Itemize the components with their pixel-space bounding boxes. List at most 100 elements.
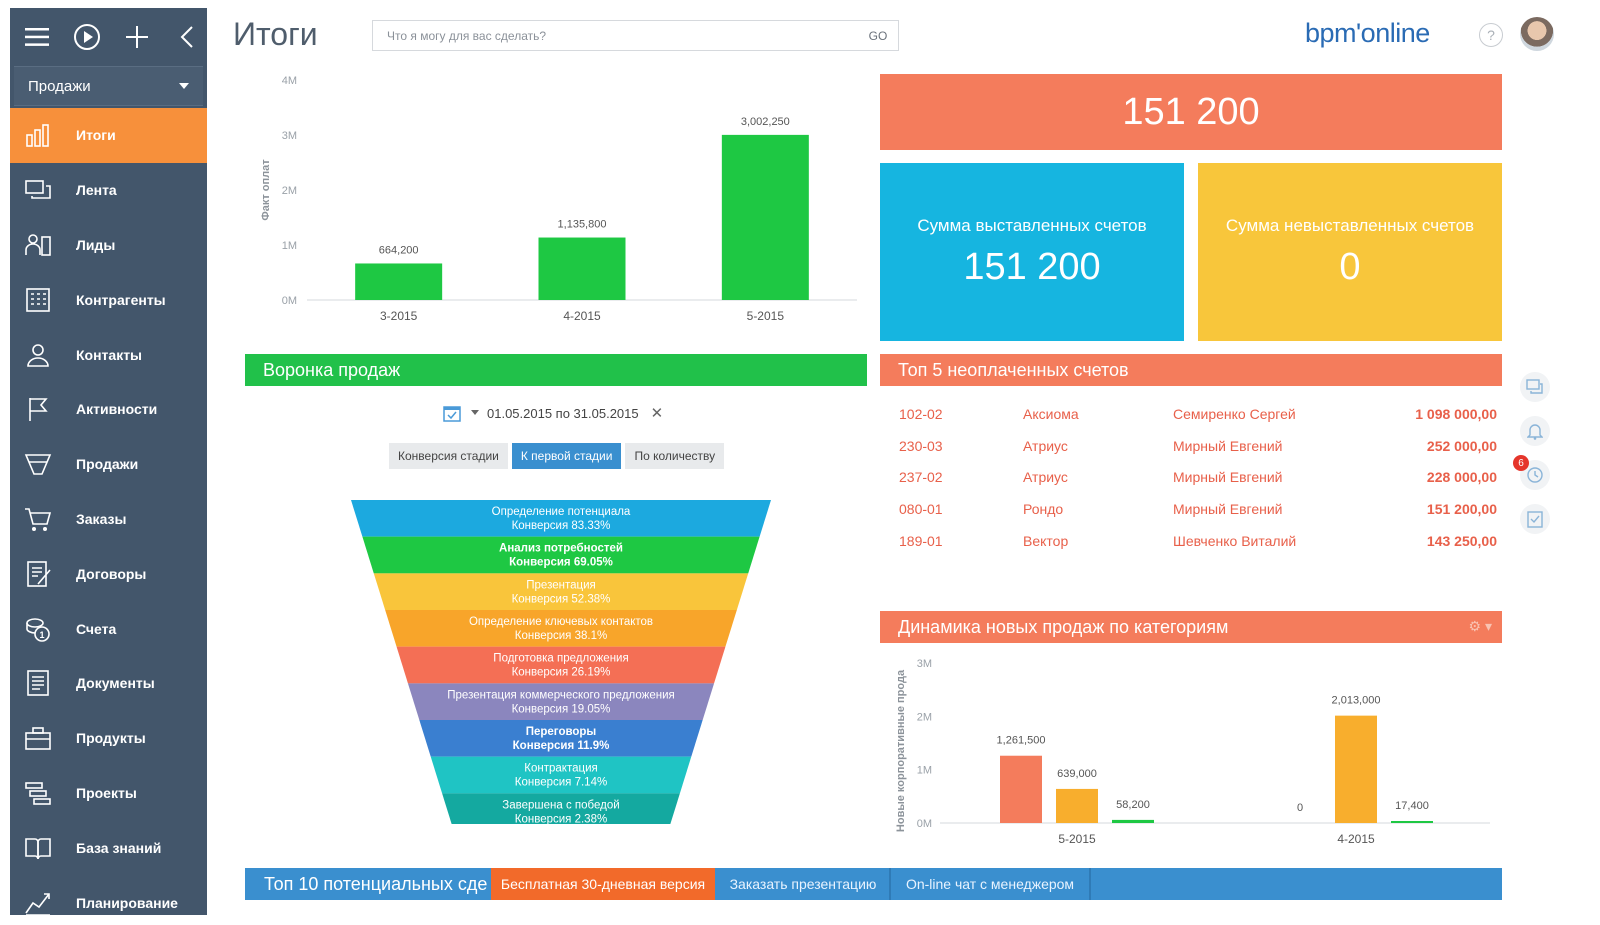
help-icon[interactable]: ?: [1479, 23, 1503, 47]
person-icon: [22, 339, 54, 371]
funnel-stage[interactable]: [362, 536, 760, 574]
y-tick-label: 2M: [917, 711, 932, 723]
coins-icon: 1: [22, 613, 54, 645]
free-trial-button[interactable]: Бесплатная 30-дневная версия: [491, 868, 715, 900]
logo: bpm'online: [1305, 18, 1430, 48]
funnel-stage[interactable]: [407, 683, 715, 720]
invoice-number-link[interactable]: 080-01: [899, 501, 943, 518]
funnel-stage-name: Подготовка предложения: [493, 653, 628, 665]
sidebar-item-12[interactable]: Проекты: [10, 766, 207, 821]
bar-chart-icon: [22, 119, 54, 151]
sidebar-item-14[interactable]: Планирование: [10, 875, 207, 915]
invoice-owner: Семиренко Сергей: [1173, 406, 1296, 422]
table-row[interactable]: 237-02 Атриус Мирный Евгений 228 000,00: [880, 469, 1502, 489]
y-tick-label: 3M: [917, 658, 932, 670]
sidebar-item-2[interactable]: Лиды: [10, 218, 207, 273]
order-presentation-button[interactable]: Заказать презентацию: [717, 868, 889, 900]
funnel-stage[interactable]: [385, 610, 737, 647]
lead-icon: [22, 229, 54, 261]
sales-dynamics-chart: 0M 1M 2M 3M Новые корпоративные прода 1,261,5…: [895, 658, 1490, 846]
invoice-number-link[interactable]: 189-01: [899, 532, 943, 549]
sidebar-item-6[interactable]: Продажи: [10, 437, 207, 492]
funnel-stage-name: Контрактация: [524, 763, 597, 775]
bar[interactable]: [1056, 788, 1098, 823]
table-row[interactable]: 102-02 Аксиома Семиренко Сергей 1 098 000,0…: [880, 406, 1502, 426]
search-go-button[interactable]: GO: [868, 28, 888, 43]
plus-icon[interactable]: [122, 22, 152, 52]
top5-unpaid-panel: Топ 5 неоплаченных счетов 102-02 Аксиома С…: [880, 354, 1502, 599]
y-tick-label: 2M: [282, 185, 297, 197]
search-input[interactable]: [373, 21, 858, 50]
online-chat-button[interactable]: On-line чат с менеджером: [891, 868, 1089, 900]
funnel-stage[interactable]: [351, 500, 771, 537]
avatar[interactable]: [1520, 17, 1554, 51]
bar[interactable]: [538, 237, 626, 300]
invoice-number-link[interactable]: 102-02: [899, 406, 943, 422]
table-row[interactable]: 080-01 Рондо Мирный Евгений 151 200,00: [880, 501, 1502, 521]
calendar-icon[interactable]: [443, 404, 463, 422]
tab-stage-conversion[interactable]: Конверсия стадии: [389, 443, 508, 469]
sidebar-item-1[interactable]: Лента: [10, 163, 207, 218]
gear-icon[interactable]: ⚙ ▾: [1468, 618, 1492, 634]
chat-icon[interactable]: [1520, 372, 1550, 402]
funnel-stage-name: Анализ потребностей: [499, 543, 623, 555]
funnel-chart: Определение потенциала Конверсия 83.33% Ан…: [351, 500, 771, 824]
sidebar-item-label: Продажи: [76, 456, 139, 473]
play-icon[interactable]: [72, 22, 102, 52]
funnel-stage[interactable]: [396, 646, 726, 684]
bar[interactable]: [1391, 821, 1433, 823]
kpi-total: 151 200: [880, 74, 1502, 150]
bar[interactable]: [1112, 819, 1154, 823]
funnel-stage-name: Презентация: [526, 579, 595, 591]
task-icon[interactable]: [1520, 504, 1550, 534]
sidebar-item-10[interactable]: Документы: [10, 656, 207, 711]
planning-icon: [22, 887, 54, 915]
sidebar-item-13[interactable]: База знаний: [10, 820, 207, 875]
invoice-amount: 1 098 000,00: [1415, 406, 1497, 422]
date-filter[interactable]: 01.05.2015 по 31.05.2015 ✕: [443, 404, 663, 422]
sidebar-item-11[interactable]: Продукты: [10, 711, 207, 766]
invoice-number-link[interactable]: 237-02: [899, 469, 943, 486]
data-label: 2,013,000: [1332, 695, 1381, 707]
section-selector[interactable]: Продажи: [14, 66, 203, 106]
chevron-down-icon[interactable]: [471, 410, 479, 416]
collapse-icon[interactable]: [172, 22, 202, 52]
y-axis-label: Факт оплат: [260, 159, 272, 221]
bar[interactable]: [721, 134, 809, 300]
funnel-stage-conversion: Конверсия 83.33%: [512, 520, 611, 532]
table-row[interactable]: 189-01 Вектор Шевченко Виталий 143 250,00: [880, 533, 1502, 553]
menu-icon[interactable]: [22, 22, 52, 52]
sidebar-item-label: Лента: [76, 182, 117, 199]
close-icon[interactable]: ✕: [650, 405, 664, 422]
invoice-amount: 252 000,00: [1426, 437, 1497, 454]
sidebar-item-5[interactable]: Активности: [10, 382, 207, 437]
sidebar-item-8[interactable]: Договоры: [10, 546, 207, 601]
sidebar-item-9[interactable]: 1 Счета: [10, 601, 207, 656]
funnel-stage-conversion: Конверсия 26.19%: [512, 667, 611, 679]
funnel-stage[interactable]: [442, 793, 680, 824]
y-tick-label: 3M: [282, 130, 297, 142]
tab-by-count[interactable]: По количеству: [625, 443, 725, 469]
sidebar-item-label: Итоги: [76, 127, 116, 144]
bar[interactable]: [1335, 715, 1377, 823]
invoice-number-link[interactable]: 230-03: [899, 437, 943, 454]
funnel-stage[interactable]: [430, 756, 692, 794]
sidebar-item-label: Проекты: [76, 784, 137, 801]
funnel-stage-name: Завершена с победой: [502, 799, 619, 811]
bar[interactable]: [1000, 755, 1042, 823]
box-icon: [22, 722, 54, 754]
x-tick-label: 5-2015: [747, 309, 785, 323]
sidebar-item-3[interactable]: Контрагенты: [10, 272, 207, 327]
funnel-stage[interactable]: [373, 573, 749, 610]
sidebar-item-4[interactable]: Контакты: [10, 327, 207, 382]
sales-funnel-panel: Воронка продаж 01.05.2015 по 31.05.2015 …: [245, 354, 867, 854]
sidebar-item-0[interactable]: Итоги: [10, 108, 207, 163]
data-label: 17,400: [1395, 800, 1429, 812]
document-icon: [22, 667, 54, 699]
bar[interactable]: [355, 263, 443, 300]
bell-icon[interactable]: [1520, 416, 1550, 446]
tab-to-first-stage[interactable]: К первой стадии: [511, 443, 622, 469]
funnel-stage[interactable]: [419, 720, 703, 757]
sidebar-item-7[interactable]: Заказы: [10, 492, 207, 547]
table-row[interactable]: 230-03 Атриус Мирный Евгений 252 000,00: [880, 438, 1502, 458]
